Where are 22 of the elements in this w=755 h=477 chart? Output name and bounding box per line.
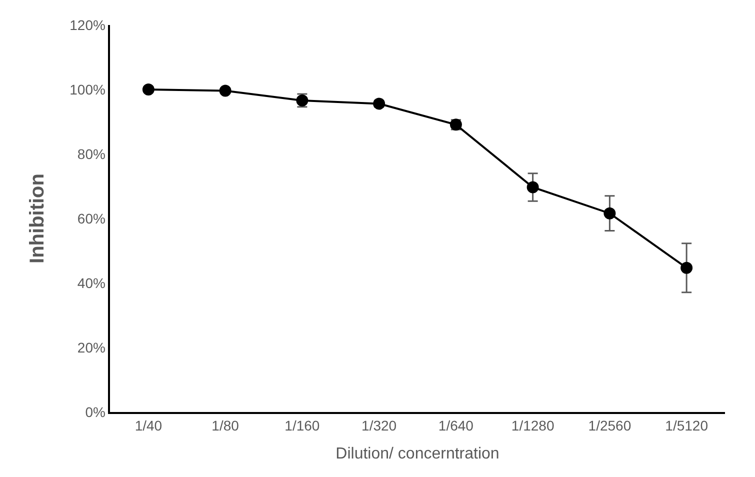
point — [604, 207, 616, 220]
y-tick-label: 0% — [85, 404, 106, 420]
y-tick-label: 100% — [70, 81, 106, 98]
y-tick-label: 60% — [77, 210, 106, 226]
x-tick-label: 1/160 — [284, 418, 320, 434]
y-tick-label: 20% — [77, 339, 106, 356]
x-tick-label: 1/320 — [362, 418, 397, 434]
y-tick-label: 120% — [70, 16, 106, 33]
y-tick-label: 40% — [77, 274, 106, 291]
x-tick-label: 1/1280 — [511, 418, 554, 434]
point — [526, 181, 539, 194]
x-tick-label: 1/2560 — [588, 418, 632, 434]
x-tick-label: 1/5120 — [665, 418, 708, 434]
x-tick-label: 1/40 — [134, 418, 162, 434]
point — [142, 84, 154, 96]
point — [680, 262, 693, 274]
point — [219, 84, 232, 97]
x-tick-label: 1/80 — [212, 418, 240, 434]
x-tick-label: 1/640 — [438, 418, 474, 434]
y-tick-label: 80% — [77, 146, 106, 162]
y-axis-title: Inhibition — [26, 174, 49, 264]
x-axis-title: Dilution/ concerntration — [336, 446, 500, 463]
